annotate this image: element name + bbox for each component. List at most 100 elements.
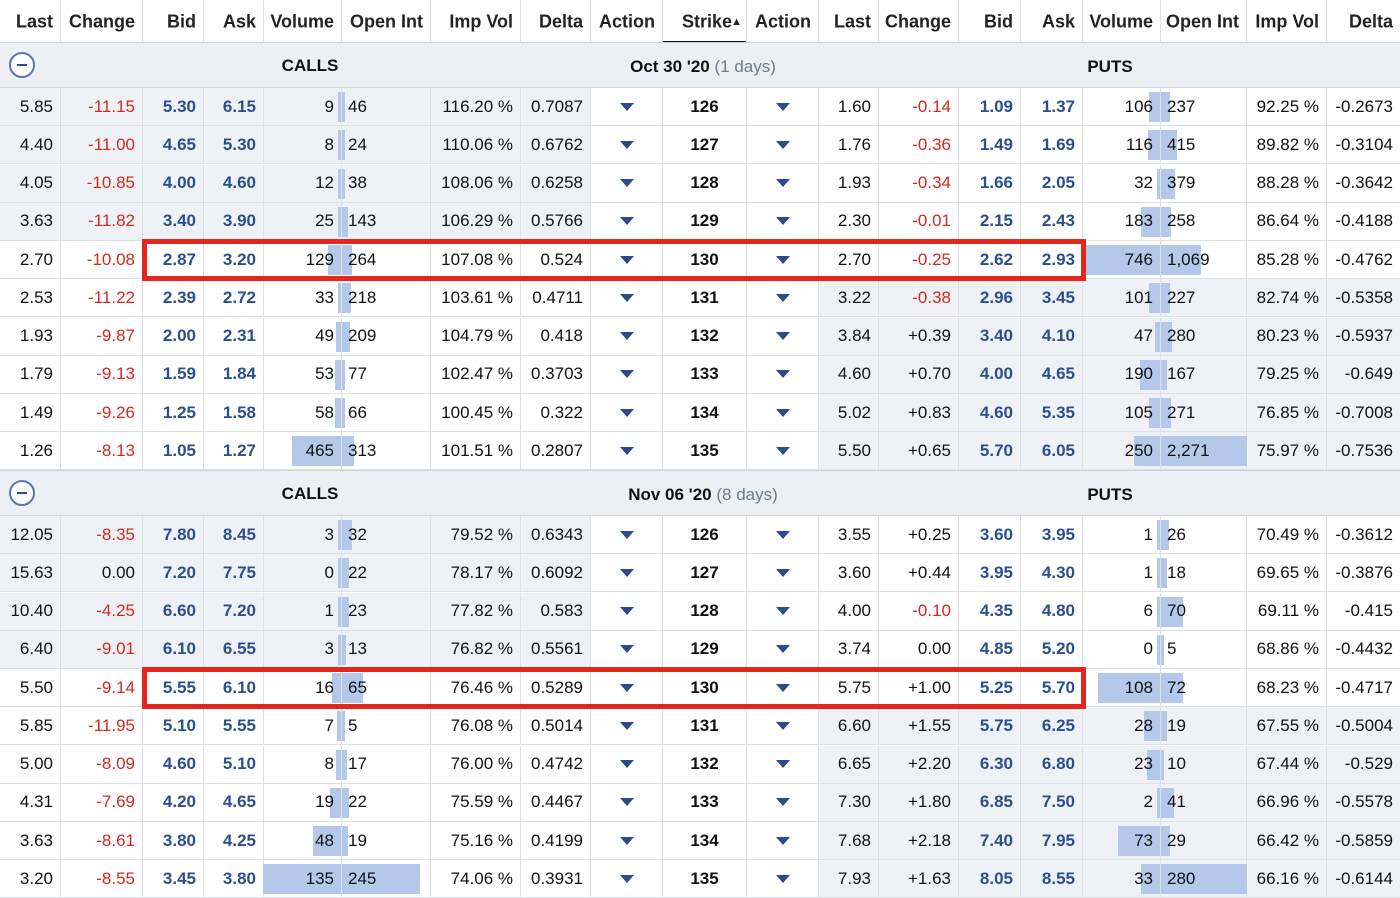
action-cell[interactable] [590,279,662,318]
column-header-change-puts[interactable]: Change [878,0,958,44]
action-cell[interactable] [590,202,662,241]
call-action-dropdown-icon[interactable] [619,836,634,845]
action-cell[interactable] [746,554,818,593]
put-action-dropdown-icon[interactable] [775,760,790,768]
action-cell[interactable] [746,317,818,356]
put-action-dropdown-icon[interactable] [775,408,790,417]
column-header-bid-puts[interactable]: Bid [958,0,1020,44]
action-cell[interactable] [590,822,662,860]
put-action-dropdown-icon[interactable] [775,836,790,845]
column-header-volume-puts[interactable]: Volume [1082,0,1160,44]
put-action-dropdown-icon[interactable] [775,530,790,539]
action-cell[interactable] [590,554,662,593]
call-action-dropdown-icon[interactable] [619,760,634,768]
column-header-imp-vol-puts[interactable]: Imp Vol [1246,0,1326,44]
call-action-dropdown-icon[interactable] [619,530,634,539]
action-cell[interactable] [746,783,818,822]
action-cell[interactable] [590,860,662,898]
action-cell[interactable] [590,394,662,432]
column-header-volume-calls[interactable]: Volume [263,0,341,44]
column-header-open-int-calls[interactable]: Open Int [341,0,430,44]
action-cell[interactable] [590,317,662,356]
action-cell[interactable] [590,164,662,203]
action-cell[interactable] [590,745,662,784]
action-cell[interactable] [590,432,662,471]
action-cell[interactable] [746,745,818,784]
column-header-delta-puts[interactable]: Delta [1326,0,1400,44]
column-header-last-puts[interactable]: Last [818,0,878,44]
action-cell[interactable] [590,88,662,126]
action-cell[interactable] [590,241,662,279]
put-action-dropdown-icon[interactable] [775,370,790,379]
put-action-dropdown-icon[interactable] [775,102,790,111]
action-cell[interactable] [746,516,818,554]
call-action-dropdown-icon[interactable] [619,874,634,883]
column-header-imp-vol-calls[interactable]: Imp Vol [430,0,520,44]
action-cell[interactable] [590,669,662,707]
put-action-dropdown-icon[interactable] [775,798,790,807]
call-action-dropdown-icon[interactable] [619,332,634,340]
call-action-dropdown-icon[interactable] [619,607,634,615]
put-action-dropdown-icon[interactable] [775,683,790,692]
column-header-change-calls[interactable]: Change [60,0,142,44]
call-action-dropdown-icon[interactable] [619,683,634,692]
call-action-dropdown-icon[interactable] [619,645,634,654]
call-action-dropdown-icon[interactable] [619,255,634,264]
column-header-delta-calls[interactable]: Delta [520,0,590,44]
action-cell[interactable] [746,592,818,631]
call-action-dropdown-icon[interactable] [619,370,634,379]
action-cell[interactable] [746,860,818,898]
action-cell[interactable] [746,202,818,241]
column-header-ask-calls[interactable]: Ask [203,0,263,44]
action-cell[interactable] [590,126,662,165]
action-cell[interactable] [746,355,818,394]
put-action-dropdown-icon[interactable] [775,179,790,187]
put-action-dropdown-icon[interactable] [775,140,790,149]
column-header-open-int-puts[interactable]: Open Int [1160,0,1246,44]
action-cell[interactable] [746,822,818,860]
put-action-dropdown-icon[interactable] [775,446,790,455]
call-action-dropdown-icon[interactable] [619,217,634,226]
collapse-section-button[interactable] [9,52,35,78]
call-action-dropdown-icon[interactable] [619,721,634,730]
put-action-dropdown-icon[interactable] [775,874,790,883]
put-action-dropdown-icon[interactable] [775,293,790,302]
call-action-dropdown-icon[interactable] [619,408,634,417]
call-action-dropdown-icon[interactable] [619,293,634,302]
call-action-dropdown-icon[interactable] [619,179,634,187]
put-action-dropdown-icon[interactable] [775,721,790,730]
action-cell[interactable] [590,707,662,746]
action-cell[interactable] [590,516,662,554]
put-action-dropdown-icon[interactable] [775,255,790,264]
action-cell[interactable] [746,432,818,471]
collapse-section-button[interactable] [9,480,35,506]
put-action-dropdown-icon[interactable] [775,568,790,577]
call-action-dropdown-icon[interactable] [619,102,634,111]
action-cell[interactable] [746,164,818,203]
action-cell[interactable] [746,279,818,318]
action-cell[interactable] [746,669,818,707]
call-action-dropdown-icon[interactable] [619,568,634,577]
action-cell[interactable] [590,592,662,631]
action-cell[interactable] [590,783,662,822]
call-action-dropdown-icon[interactable] [619,798,634,807]
put-action-dropdown-icon[interactable] [775,607,790,615]
column-header-ask-puts[interactable]: Ask [1020,0,1082,44]
column-header-last-calls[interactable]: Last [0,0,60,44]
column-header-strike[interactable]: Strike ▲ [662,0,746,44]
action-cell[interactable] [590,355,662,394]
put-action-dropdown-icon[interactable] [775,645,790,654]
put-action-dropdown-icon[interactable] [775,332,790,340]
action-cell[interactable] [746,394,818,432]
action-cell[interactable] [590,630,662,669]
action-cell[interactable] [746,707,818,746]
action-cell[interactable] [746,88,818,126]
action-cell[interactable] [746,630,818,669]
call-action-dropdown-icon[interactable] [619,140,634,149]
action-cell[interactable] [746,126,818,165]
column-header-bid-calls[interactable]: Bid [142,0,203,44]
action-cell[interactable] [746,241,818,279]
call-action-dropdown-icon[interactable] [619,446,634,455]
put-action-dropdown-icon[interactable] [775,217,790,226]
column-header-action-calls[interactable]: Action [590,0,662,44]
